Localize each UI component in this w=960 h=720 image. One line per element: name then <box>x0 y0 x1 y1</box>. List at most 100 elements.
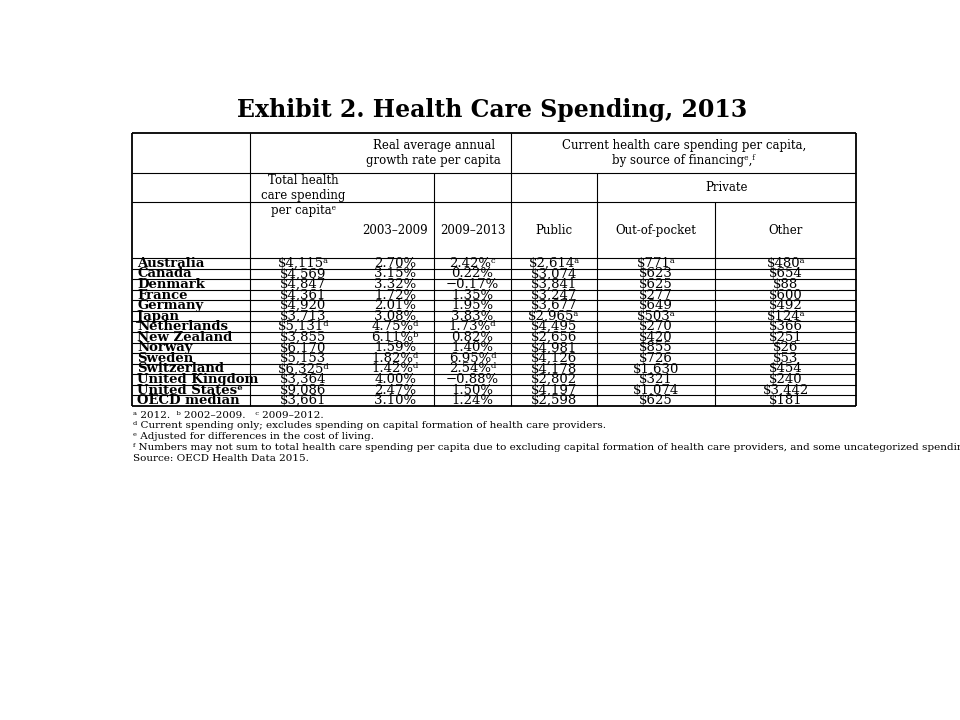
Text: $181: $181 <box>769 394 803 408</box>
Text: Public: Public <box>536 223 572 236</box>
Text: $4,495: $4,495 <box>531 320 577 333</box>
Text: $771ᵃ: $771ᵃ <box>636 257 675 270</box>
Text: $88: $88 <box>773 278 799 291</box>
Text: Private: Private <box>706 181 748 194</box>
Text: −0.17%: −0.17% <box>446 278 499 291</box>
Text: 4.00%: 4.00% <box>374 373 416 386</box>
Text: Germany: Germany <box>137 299 204 312</box>
Text: Out-of-pocket: Out-of-pocket <box>615 223 696 236</box>
Text: 2009–2013: 2009–2013 <box>440 223 505 236</box>
Text: $9,086: $9,086 <box>280 384 326 397</box>
Text: 2.01%: 2.01% <box>374 299 416 312</box>
Text: $3,074: $3,074 <box>531 267 577 281</box>
Text: $623: $623 <box>639 267 673 281</box>
Text: $270: $270 <box>639 320 673 333</box>
Text: 2.54%ᵈ: 2.54%ᵈ <box>449 362 496 376</box>
Text: $4,569: $4,569 <box>280 267 326 281</box>
Text: $2,802: $2,802 <box>531 373 577 386</box>
Text: 3.15%: 3.15% <box>374 267 417 281</box>
Text: 2003–2009: 2003–2009 <box>362 223 428 236</box>
Text: $5,153: $5,153 <box>280 352 326 365</box>
Text: 1.42%ᵈ: 1.42%ᵈ <box>372 362 419 376</box>
Text: 1.24%: 1.24% <box>451 394 493 408</box>
Text: $240: $240 <box>769 373 803 386</box>
Text: OECD median: OECD median <box>137 394 240 408</box>
Text: $2,614ᵃ: $2,614ᵃ <box>528 257 580 270</box>
Text: $26: $26 <box>773 341 799 354</box>
Text: $726: $726 <box>639 352 673 365</box>
Text: 0.22%: 0.22% <box>451 267 493 281</box>
Text: $454: $454 <box>769 362 803 376</box>
Text: $492: $492 <box>769 299 803 312</box>
Text: Australia: Australia <box>137 257 204 270</box>
Text: Total health
care spending
per capitaᵉ: Total health care spending per capitaᵉ <box>261 174 346 217</box>
Text: $855: $855 <box>639 341 673 354</box>
Text: New Zealand: New Zealand <box>137 330 232 344</box>
Text: 1.95%: 1.95% <box>451 299 493 312</box>
Text: $3,855: $3,855 <box>280 330 326 344</box>
Text: $625: $625 <box>639 394 673 408</box>
Text: $3,713: $3,713 <box>280 310 326 323</box>
Text: $4,847: $4,847 <box>280 278 326 291</box>
Text: $654: $654 <box>769 267 803 281</box>
Text: 1.59%: 1.59% <box>374 341 417 354</box>
Text: $4,115ᵃ: $4,115ᵃ <box>277 257 329 270</box>
Text: $3,841: $3,841 <box>531 278 577 291</box>
Text: 3.32%: 3.32% <box>374 278 417 291</box>
Text: $4,920: $4,920 <box>280 299 326 312</box>
Text: Real average annual
growth rate per capita: Real average annual growth rate per capi… <box>367 139 501 166</box>
Text: $480ᵃ: $480ᵃ <box>766 257 805 270</box>
Text: 1.40%: 1.40% <box>451 341 493 354</box>
Text: Sweden: Sweden <box>137 352 193 365</box>
Text: $6,170: $6,170 <box>280 341 326 354</box>
Text: 1.50%: 1.50% <box>451 384 493 397</box>
Text: United Kingdom: United Kingdom <box>137 373 258 386</box>
Text: Current health care spending per capita,
by source of financingᵉ,ᶠ: Current health care spending per capita,… <box>562 139 806 166</box>
Text: $277: $277 <box>639 289 673 302</box>
Text: $366: $366 <box>769 320 803 333</box>
Text: Japan: Japan <box>137 310 180 323</box>
Text: $2,656: $2,656 <box>531 330 577 344</box>
Text: $6,325ᵈ: $6,325ᵈ <box>277 362 329 376</box>
Text: Netherlands: Netherlands <box>137 320 228 333</box>
Text: $503ᵃ: $503ᵃ <box>636 310 675 323</box>
Text: 1.73%ᵈ: 1.73%ᵈ <box>449 320 496 333</box>
Text: ᵈ Current spending only; excludes spending on capital formation of health care p: ᵈ Current spending only; excludes spendi… <box>133 421 606 431</box>
Text: $1,630: $1,630 <box>633 362 679 376</box>
Text: $600: $600 <box>769 289 803 302</box>
Text: $251: $251 <box>769 330 803 344</box>
Text: 3.08%: 3.08% <box>374 310 417 323</box>
Text: France: France <box>137 289 187 302</box>
Text: 6.11%ᵇ: 6.11%ᵇ <box>372 330 419 344</box>
Text: $4,126: $4,126 <box>531 352 577 365</box>
Text: $4,178: $4,178 <box>531 362 577 376</box>
Text: United Statesᵉ: United Statesᵉ <box>137 384 243 397</box>
Text: $321: $321 <box>639 373 673 386</box>
Text: Switzerland: Switzerland <box>137 362 224 376</box>
Text: $3,677: $3,677 <box>531 299 577 312</box>
Text: $649: $649 <box>639 299 673 312</box>
Text: $3,442: $3,442 <box>762 384 809 397</box>
Text: 1.72%: 1.72% <box>374 289 417 302</box>
Text: 3.10%: 3.10% <box>374 394 417 408</box>
Text: 0.82%: 0.82% <box>451 330 493 344</box>
Text: 2.42%ᶜ: 2.42%ᶜ <box>449 257 496 270</box>
Text: ᶠ Numbers may not sum to total health care spending per capita due to excluding : ᶠ Numbers may not sum to total health ca… <box>133 443 960 452</box>
Text: $3,364: $3,364 <box>280 373 326 386</box>
Text: $2,598: $2,598 <box>531 394 577 408</box>
Text: $4,981: $4,981 <box>531 341 577 354</box>
Text: $625: $625 <box>639 278 673 291</box>
Text: Exhibit 2. Health Care Spending, 2013: Exhibit 2. Health Care Spending, 2013 <box>237 97 747 122</box>
Text: 4.75%ᵈ: 4.75%ᵈ <box>372 320 419 333</box>
Text: 3.83%: 3.83% <box>451 310 493 323</box>
Text: −0.88%: −0.88% <box>446 373 499 386</box>
Text: $53: $53 <box>773 352 799 365</box>
Text: $420: $420 <box>639 330 673 344</box>
Text: $3,661: $3,661 <box>280 394 326 408</box>
Text: $1,074: $1,074 <box>633 384 679 397</box>
Text: 6.95%ᵈ: 6.95%ᵈ <box>449 352 496 365</box>
Text: 2.70%: 2.70% <box>374 257 417 270</box>
Text: ᵃ 2012.  ᵇ 2002–2009.   ᶜ 2009–2012.: ᵃ 2012. ᵇ 2002–2009. ᶜ 2009–2012. <box>133 410 324 420</box>
Text: $4,197: $4,197 <box>531 384 577 397</box>
Text: Norway: Norway <box>137 341 193 354</box>
